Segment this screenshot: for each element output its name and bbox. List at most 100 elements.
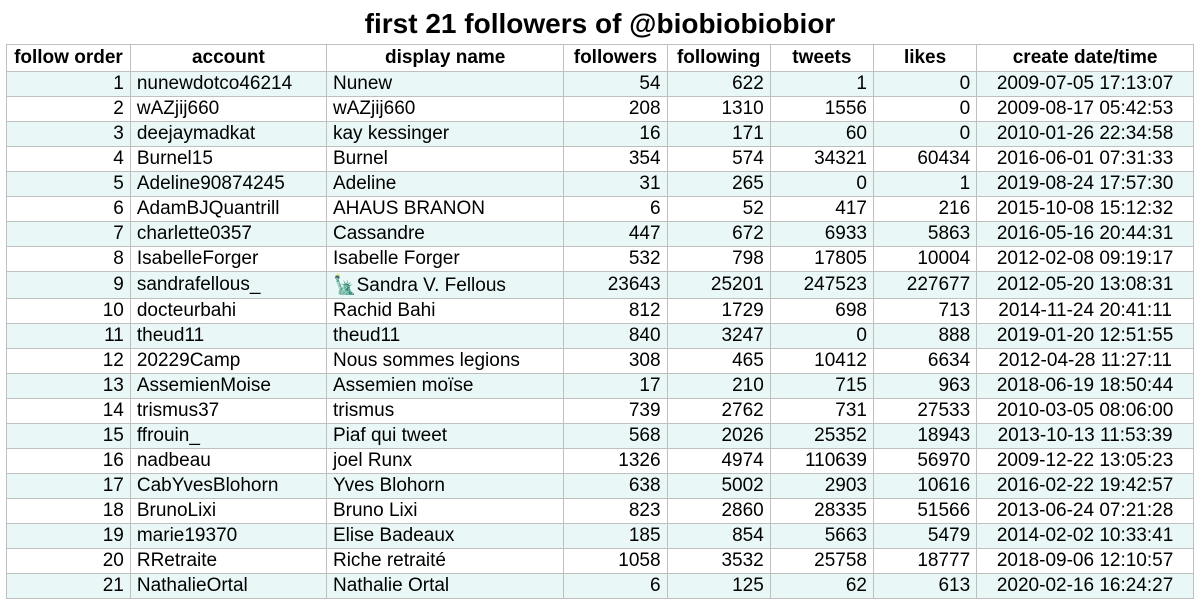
cell-order: 11: [7, 324, 131, 349]
cell-display: Elise Badeaux: [326, 524, 563, 549]
cell-account: theud11: [130, 324, 326, 349]
cell-order: 16: [7, 449, 131, 474]
cell-account: charlette0357: [130, 222, 326, 247]
table-row: 15ffrouin_Piaf qui tweet5682026253521894…: [7, 424, 1194, 449]
cell-followers: 812: [564, 299, 667, 324]
cell-date: 2016-05-16 20:44:31: [977, 222, 1194, 247]
cell-tweets: 5663: [770, 524, 873, 549]
cell-likes: 27533: [873, 399, 976, 424]
cell-tweets: 28335: [770, 499, 873, 524]
cell-account: wAZjij660: [130, 97, 326, 122]
cell-tweets: 698: [770, 299, 873, 324]
cell-account: NathalieOrtal: [130, 574, 326, 599]
cell-order: 15: [7, 424, 131, 449]
cell-following: 171: [667, 122, 770, 147]
table-row: 9sandrafellous_🗽Sandra V. Fellous2364325…: [7, 272, 1194, 299]
cell-order: 20: [7, 549, 131, 574]
cell-order: 18: [7, 499, 131, 524]
cell-order: 1: [7, 72, 131, 97]
cell-tweets: 34321: [770, 147, 873, 172]
cell-following: 2860: [667, 499, 770, 524]
cell-tweets: 715: [770, 374, 873, 399]
cell-order: 2: [7, 97, 131, 122]
cell-order: 13: [7, 374, 131, 399]
cell-order: 17: [7, 474, 131, 499]
table-row: 4Burnel15Burnel35457434321604342016-06-0…: [7, 147, 1194, 172]
cell-display: trismus: [326, 399, 563, 424]
cell-date: 2016-02-22 19:42:57: [977, 474, 1194, 499]
cell-followers: 185: [564, 524, 667, 549]
cell-account: trismus37: [130, 399, 326, 424]
col-header-likes: likes: [873, 45, 976, 72]
cell-following: 2762: [667, 399, 770, 424]
cell-account: docteurbahi: [130, 299, 326, 324]
cell-display: kay kessinger: [326, 122, 563, 147]
cell-account: sandrafellous_: [130, 272, 326, 299]
cell-followers: 739: [564, 399, 667, 424]
cell-likes: 0: [873, 72, 976, 97]
cell-order: 7: [7, 222, 131, 247]
cell-tweets: 0: [770, 324, 873, 349]
cell-tweets: 731: [770, 399, 873, 424]
cell-date: 2012-04-28 11:27:11: [977, 349, 1194, 374]
cell-followers: 823: [564, 499, 667, 524]
cell-tweets: 10412: [770, 349, 873, 374]
cell-display: Bruno Lixi: [326, 499, 563, 524]
cell-account: nunewdotco46214: [130, 72, 326, 97]
table-row: 1nunewdotco46214Nunew54622102009-07-05 1…: [7, 72, 1194, 97]
cell-likes: 216: [873, 197, 976, 222]
table-row: 16nadbeaujoel Runx1326497411063956970200…: [7, 449, 1194, 474]
cell-following: 854: [667, 524, 770, 549]
col-header-account: account: [130, 45, 326, 72]
cell-account: deejaymadkat: [130, 122, 326, 147]
cell-likes: 10616: [873, 474, 976, 499]
cell-display: theud11: [326, 324, 563, 349]
cell-account: BrunoLixi: [130, 499, 326, 524]
table-row: 20RRetraiteRiche retraité105835322575818…: [7, 549, 1194, 574]
cell-account: ffrouin_: [130, 424, 326, 449]
col-header-tweets: tweets: [770, 45, 873, 72]
table-row: 17CabYvesBlohornYves Blohorn638500229031…: [7, 474, 1194, 499]
cell-likes: 613: [873, 574, 976, 599]
cell-account: CabYvesBlohorn: [130, 474, 326, 499]
cell-likes: 18943: [873, 424, 976, 449]
cell-display: Yves Blohorn: [326, 474, 563, 499]
cell-following: 672: [667, 222, 770, 247]
table-row: 7charlette0357Cassandre44767269335863201…: [7, 222, 1194, 247]
cell-followers: 17: [564, 374, 667, 399]
col-header-display: display name: [326, 45, 563, 72]
cell-display: Nunew: [326, 72, 563, 97]
table-row: 8IsabelleForgerIsabelle Forger5327981780…: [7, 247, 1194, 272]
cell-tweets: 60: [770, 122, 873, 147]
cell-followers: 308: [564, 349, 667, 374]
cell-following: 210: [667, 374, 770, 399]
cell-following: 622: [667, 72, 770, 97]
cell-likes: 0: [873, 97, 976, 122]
cell-likes: 10004: [873, 247, 976, 272]
cell-followers: 208: [564, 97, 667, 122]
cell-following: 5002: [667, 474, 770, 499]
table-header-row: follow order account display name follow…: [7, 45, 1194, 72]
cell-account: marie19370: [130, 524, 326, 549]
cell-account: RRetraite: [130, 549, 326, 574]
cell-date: 2019-01-20 12:51:55: [977, 324, 1194, 349]
cell-likes: 51566: [873, 499, 976, 524]
cell-likes: 6634: [873, 349, 976, 374]
cell-display: AHAUS BRANON: [326, 197, 563, 222]
cell-following: 2026: [667, 424, 770, 449]
cell-following: 1310: [667, 97, 770, 122]
cell-following: 3532: [667, 549, 770, 574]
cell-date: 2016-06-01 07:31:33: [977, 147, 1194, 172]
cell-tweets: 25352: [770, 424, 873, 449]
cell-tweets: 1: [770, 72, 873, 97]
cell-likes: 56970: [873, 449, 976, 474]
cell-order: 21: [7, 574, 131, 599]
cell-following: 125: [667, 574, 770, 599]
cell-date: 2019-08-24 17:57:30: [977, 172, 1194, 197]
cell-display: Rachid Bahi: [326, 299, 563, 324]
cell-followers: 447: [564, 222, 667, 247]
table-row: 5Adeline90874245Adeline31265012019-08-24…: [7, 172, 1194, 197]
cell-followers: 1058: [564, 549, 667, 574]
cell-following: 52: [667, 197, 770, 222]
cell-tweets: 1556: [770, 97, 873, 122]
